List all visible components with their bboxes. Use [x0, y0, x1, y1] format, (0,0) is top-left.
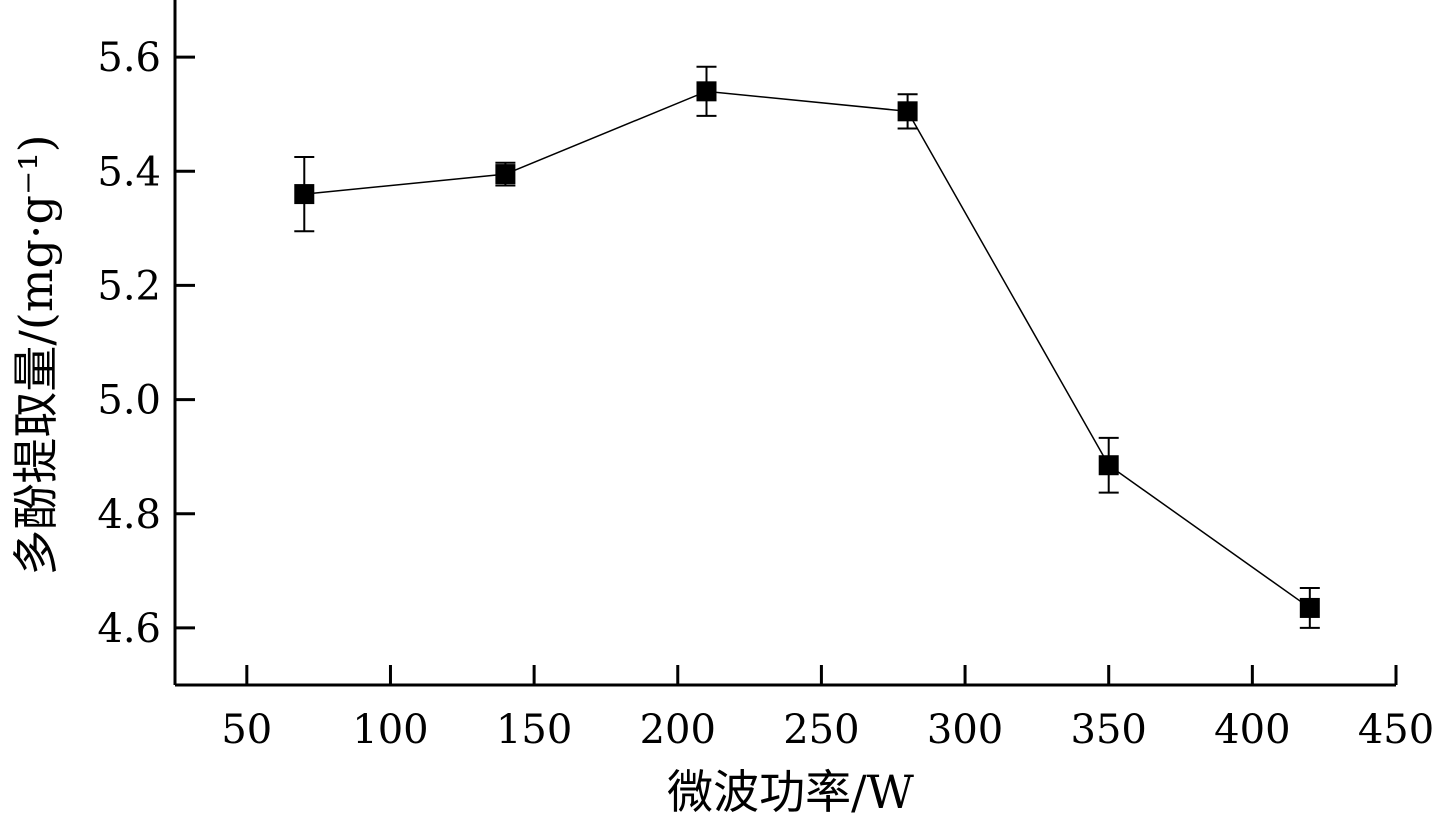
- x-tick-label: 100: [352, 707, 428, 753]
- data-point: [897, 101, 918, 122]
- y-tick-label: 5.6: [97, 35, 161, 81]
- x-tick-label: 300: [927, 707, 1003, 753]
- y-tick-label: 5.4: [97, 149, 161, 195]
- data-point: [1299, 597, 1320, 618]
- x-tick-label: 250: [783, 707, 859, 753]
- x-tick-label: 200: [640, 707, 716, 753]
- x-tick-label: 450: [1358, 707, 1434, 753]
- x-tick-label: 50: [221, 707, 272, 753]
- y-tick-label: 5.2: [97, 263, 161, 309]
- series-line: [304, 90, 1311, 609]
- axes: 50 100 150 200 250 300 350 400 450 4.6 4.8 5.0 5.2 5…: [97, 0, 1434, 753]
- y-axis-title: 多酚提取量/(mg·g⁻¹): [9, 134, 63, 575]
- x-tick-label: 150: [496, 707, 572, 753]
- y-axis-ticks: 4.6 4.8 5.0 5.2 5.4 5.6: [97, 35, 195, 652]
- x-tick-label: 400: [1214, 707, 1290, 753]
- data-point: [1098, 455, 1119, 476]
- x-axis-ticks: 50 100 150 200 250 300 350 400 450: [221, 665, 1434, 753]
- y-tick-label: 5.0: [97, 378, 161, 424]
- y-tick-label: 4.8: [97, 492, 161, 538]
- series-layer: [294, 65, 1320, 629]
- data-point: [696, 81, 717, 102]
- y-tick-label: 4.6: [97, 606, 161, 652]
- data-point: [294, 184, 315, 205]
- data-point: [495, 164, 516, 185]
- x-tick-label: 350: [1071, 707, 1147, 753]
- x-axis-title: 微波功率/W: [667, 765, 914, 818]
